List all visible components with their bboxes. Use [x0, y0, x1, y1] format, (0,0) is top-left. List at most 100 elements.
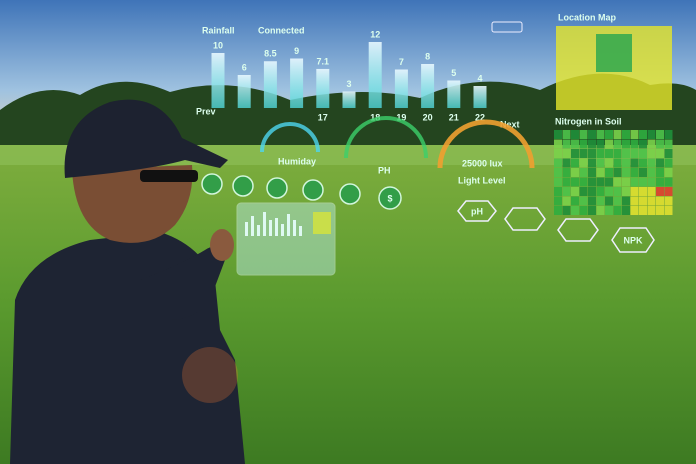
heat-cell: [554, 158, 562, 168]
heat-cell: [630, 187, 639, 196]
heat-cell: [613, 158, 622, 168]
heat-cell: [656, 149, 664, 158]
battery: [491, 21, 523, 33]
heat-cell: [622, 158, 630, 168]
x-label: 20: [423, 112, 433, 122]
heat-cell: [588, 187, 596, 196]
bar-label: 6: [242, 62, 247, 72]
heat-cell: [656, 130, 664, 139]
heat-cell: [622, 206, 630, 215]
heat-cell: [622, 149, 630, 158]
heat-cell: [647, 158, 656, 168]
heat-cell: [562, 206, 571, 215]
x-label: 19: [396, 112, 406, 122]
heat-cell: [571, 196, 579, 206]
heat-cell: [571, 168, 579, 177]
gauge-label: Light Level: [458, 175, 506, 185]
heat-cell: [596, 187, 605, 196]
map-title: Location Map: [558, 12, 617, 22]
bar: [447, 80, 461, 108]
heat-cell: [605, 187, 613, 196]
heat-cell: [562, 158, 571, 168]
heat-cell: [630, 168, 639, 177]
heat-cell: [639, 177, 647, 187]
heat-cell: [588, 130, 596, 139]
heat-cell: [647, 168, 656, 177]
bar: [316, 68, 330, 108]
heat-cell: [605, 130, 613, 139]
heat-cell: [571, 139, 579, 149]
heat-cell: [605, 196, 613, 206]
heat-cell: [554, 168, 562, 177]
heat-cell: [579, 168, 588, 177]
heat-cell: [571, 149, 579, 158]
heat-cell: [605, 206, 613, 215]
heat-cell: [596, 158, 605, 168]
heat-cell: [639, 196, 647, 206]
heat-cell: [622, 139, 630, 149]
heat-cell: [596, 196, 605, 206]
heat-cell: [596, 149, 605, 158]
heat-cell: [656, 206, 664, 215]
heat-cell: [554, 139, 562, 149]
gauge-label: Humiday: [278, 156, 316, 166]
heat-cell: [622, 177, 630, 187]
bar: [237, 75, 251, 108]
status-rainfall: Rainfall: [202, 25, 235, 35]
heat-cell: [596, 206, 605, 215]
heat-cell: [579, 177, 588, 187]
bar-label: 12: [370, 29, 380, 39]
heat-cell: [596, 139, 605, 149]
tablet-bars: [245, 212, 302, 236]
heat-cell: [656, 177, 664, 187]
heat-cell: [656, 158, 664, 168]
heat-cell: [562, 139, 571, 149]
heat-cell: [605, 177, 613, 187]
heat-cell: [571, 130, 579, 139]
heat-cell: [579, 130, 588, 139]
tablet-map: [313, 212, 331, 234]
heat-cell: [613, 149, 622, 158]
bar-label: 7: [399, 57, 404, 67]
heat-cell: [579, 196, 588, 206]
x-label: 17: [318, 112, 328, 122]
heat-cell: [656, 168, 664, 177]
light-gauge: [437, 119, 535, 169]
heat-cell: [630, 149, 639, 158]
heat-cell: [579, 187, 588, 196]
heat-cell: [554, 130, 562, 139]
heat-cell: [562, 168, 571, 177]
heat-cell: [630, 196, 639, 206]
heat-cell: [562, 187, 571, 196]
heat-cell: [639, 206, 647, 215]
bar: [394, 69, 408, 108]
bar: [368, 42, 382, 108]
sensor-ph: pH: [471, 206, 483, 216]
heat-cell: [571, 206, 579, 215]
heat-cell: [605, 168, 613, 177]
ph-gauge: [344, 116, 428, 159]
x-label: 22: [475, 112, 485, 122]
sensor-npk: NPK: [623, 235, 643, 245]
heat-cell: [647, 149, 656, 158]
heat-cell: [647, 187, 656, 196]
heat-cell: [562, 177, 571, 187]
heat-cell: [622, 130, 630, 139]
heat-cell: [588, 206, 596, 215]
heat-cell: [613, 187, 622, 196]
heat-cell: [664, 168, 673, 177]
heat-cell: [613, 168, 622, 177]
man-arm: [140, 246, 225, 320]
location-zone: [596, 34, 632, 72]
heat-cell: [630, 130, 639, 139]
heat-cell: [639, 139, 647, 149]
heat-cell: [613, 130, 622, 139]
heat-cell: [630, 177, 639, 187]
heat-cell: [647, 206, 656, 215]
heat-cell: [647, 177, 656, 187]
bar-label: 8.5: [264, 49, 277, 59]
heat-cell: [588, 139, 596, 149]
heat-cell: [664, 206, 673, 215]
bar: [290, 58, 304, 108]
